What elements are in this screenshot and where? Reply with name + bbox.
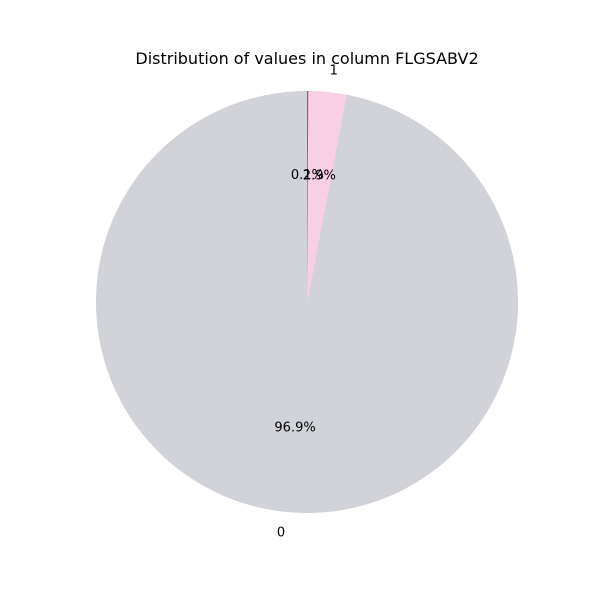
pie-slice-0	[96, 91, 519, 513]
pie-slice-unlabeled-2	[307, 91, 309, 302]
pie-slices	[96, 91, 519, 513]
pie-percent-label: 96.9%	[274, 421, 315, 436]
pie-category-label: 0	[277, 526, 285, 541]
pie-slice-1	[307, 91, 347, 302]
pie-category-label: 1	[330, 64, 338, 79]
pie-labels: 96.9% 0 2.9% 1 0.1%	[274, 64, 337, 541]
chart-title: Distribution of values in column FLGSABV…	[135, 49, 478, 68]
pie-percent-label: 0.1%	[291, 168, 324, 183]
pie-percent-label: 2.9%	[303, 169, 336, 184]
